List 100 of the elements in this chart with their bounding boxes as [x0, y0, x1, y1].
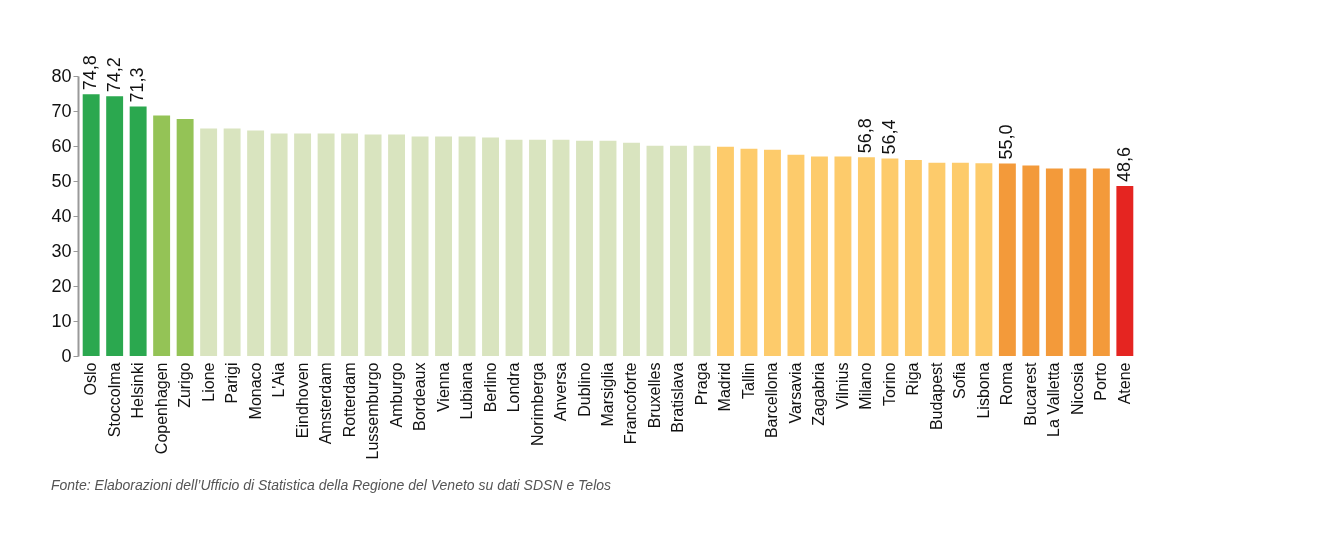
- bar: [270, 133, 288, 356]
- bar: [341, 133, 359, 356]
- bar: [646, 145, 664, 356]
- x-tick-label: Torino: [880, 362, 898, 407]
- bar: [529, 139, 546, 356]
- bar: [482, 137, 499, 356]
- x-tick-label: Stoccolma: [105, 362, 123, 438]
- x-tick-label: Berlino: [481, 362, 499, 413]
- x-tick-label: Vilnius: [833, 362, 851, 410]
- y-tick-label: 80: [51, 65, 72, 86]
- x-tick-label: L'Aia: [270, 362, 288, 398]
- y-tick-label: 70: [51, 100, 72, 121]
- bar: [670, 145, 687, 356]
- bar: [810, 156, 828, 356]
- data-label: 74,2: [103, 57, 124, 93]
- x-tick-label: Eindhoven: [293, 362, 311, 439]
- y-tick-label: 40: [51, 205, 72, 226]
- bar: [388, 134, 406, 356]
- x-tick-label: Marsiglia: [599, 362, 616, 427]
- x-tick-label: Nicosia: [1068, 362, 1086, 415]
- bar: [458, 136, 476, 356]
- x-tick-label: Amburgo: [387, 362, 405, 428]
- bar: [998, 163, 1016, 356]
- bar: [951, 162, 969, 356]
- data-label: 71,3: [127, 67, 148, 103]
- x-tick-label: Rotterdam: [340, 362, 358, 438]
- bar: [223, 128, 241, 356]
- bar: [294, 133, 312, 356]
- x-tick-label: Praga: [692, 362, 710, 406]
- bar: [787, 154, 805, 356]
- bar: [740, 148, 758, 356]
- bar: [717, 146, 734, 356]
- x-tick-label: Lussemburgo: [364, 362, 382, 460]
- x-tick-label: Milano: [857, 362, 875, 410]
- bar: [505, 139, 523, 356]
- bar: [928, 162, 946, 356]
- x-tick-label: Copenhagen: [152, 362, 170, 455]
- data-label: 56,8: [855, 118, 876, 154]
- x-tick-label: Monaco: [246, 362, 264, 420]
- x-tick-label: Bordeaux: [411, 362, 429, 431]
- data-label: 56,4: [878, 119, 899, 155]
- bar: [1022, 165, 1040, 356]
- bar: [1045, 168, 1063, 356]
- x-tick-label: Tallin: [739, 362, 757, 399]
- x-tick-label: Riga: [904, 362, 922, 396]
- x-tick-label: Barcellona: [763, 362, 781, 439]
- bar: [317, 133, 335, 356]
- bar: [763, 149, 781, 356]
- bar: [247, 130, 265, 356]
- x-tick-label: Bucarest: [1021, 361, 1039, 426]
- bar: [411, 136, 429, 356]
- bar: [623, 142, 640, 356]
- x-tick-label: Lione: [199, 362, 217, 402]
- bar: [834, 156, 852, 356]
- x-tick-label: Francoforte: [622, 362, 640, 445]
- x-tick-label: Lisbona: [974, 362, 992, 419]
- x-tick-label: Atene: [1115, 362, 1133, 405]
- y-tick-label: 10: [51, 310, 72, 331]
- bar: [576, 140, 593, 356]
- x-tick-label: Amsterdam: [317, 362, 335, 445]
- bar: [1116, 185, 1134, 356]
- bar: [435, 136, 453, 356]
- x-tick-label: Oslo: [82, 362, 100, 396]
- x-tick-label: Anversa: [552, 362, 570, 422]
- bar: [904, 160, 922, 356]
- x-tick-label: Bratislava: [669, 362, 687, 433]
- x-tick-label: Varsavia: [786, 362, 804, 424]
- x-tick-label: Sofia: [951, 362, 969, 399]
- bar: [106, 96, 124, 356]
- data-label: 74,8: [80, 55, 101, 91]
- source-note: Fonte: Elaborazioni dell’Ufficio di Statistica della Regione del Veneto su dati SDSN e Telos: [50, 476, 612, 493]
- x-tick-label: Dublino: [575, 362, 593, 417]
- y-tick-label: 0: [61, 345, 72, 366]
- bar: [881, 158, 899, 356]
- x-tick-label: Budapest: [927, 361, 945, 431]
- x-tick-label: Zagabria: [810, 362, 828, 426]
- data-label: 55,0: [996, 124, 1017, 160]
- bar: [1069, 168, 1087, 356]
- y-tick-label: 30: [51, 240, 72, 261]
- y-tick-label: 20: [51, 275, 72, 296]
- x-tick-label: Porto: [1092, 362, 1110, 401]
- bar: [129, 106, 147, 356]
- x-tick-label: Parigi: [223, 362, 241, 404]
- x-tick-label: Zurigo: [176, 362, 194, 408]
- x-tick-label: Roma: [998, 362, 1016, 406]
- x-tick-label: Londra: [505, 362, 523, 413]
- x-tick-label: Vienna: [434, 362, 452, 413]
- bar: [176, 119, 194, 356]
- x-tick-label: Norimberga: [528, 362, 546, 447]
- x-tick-label: Madrid: [716, 362, 734, 412]
- bar: [364, 134, 382, 356]
- data-label: 48,6: [1113, 146, 1134, 182]
- bar: [552, 139, 570, 356]
- x-tick-label: Helsinki: [129, 362, 147, 419]
- x-tick-label: Bruxelles: [645, 362, 663, 429]
- y-tick-label: 60: [51, 135, 72, 156]
- bar: [693, 145, 711, 356]
- bar: [1092, 168, 1110, 356]
- bar: [153, 115, 171, 356]
- bar: [200, 128, 218, 356]
